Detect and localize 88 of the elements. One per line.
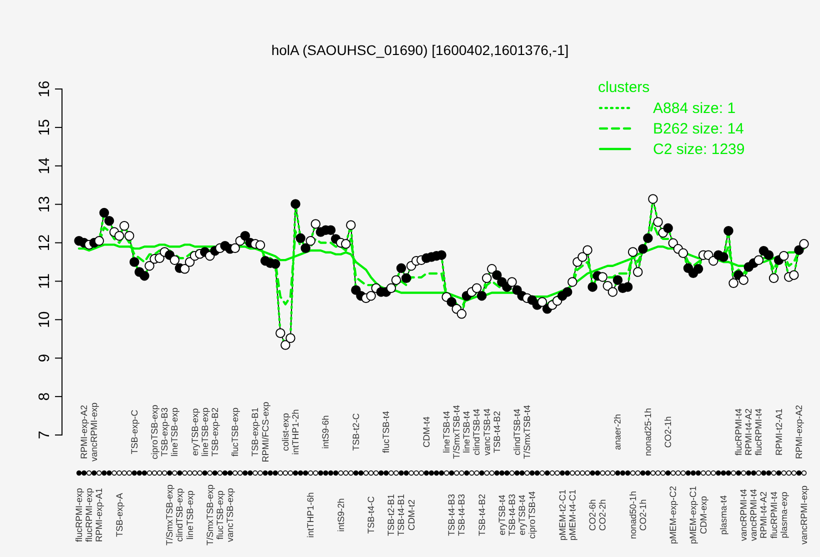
x-tick-label: RPMI-t2-A1 xyxy=(774,408,784,456)
x-tick-label: clindTSB-t4 xyxy=(512,408,522,456)
x-tick-label: CDM-t4 xyxy=(421,416,432,448)
legend-title: clusters xyxy=(598,79,650,96)
x-tick-label: TSB-t2-B1 xyxy=(386,494,396,536)
x-tick-label: TSB-t4-B1 xyxy=(396,494,406,536)
x-tick-label: TSB-t4-B2 xyxy=(492,410,502,454)
x-tick-label: plasma-t4 xyxy=(718,495,728,535)
y-tick-label: 12 xyxy=(36,234,53,252)
x-tick-label: ciproTSB-t4 xyxy=(527,491,538,539)
x-tick-label: eryTSB-exp xyxy=(190,408,200,456)
x-tick-label: anaer-2h xyxy=(612,414,623,450)
x-tick-label: intS9-6h xyxy=(320,415,331,449)
y-tick-label: 8 xyxy=(36,392,53,401)
x-tick-label: TSB-exp-B3 xyxy=(160,407,170,457)
x-tick-label: pMEM-exp-C1 xyxy=(688,486,698,544)
x-tick-label: RPMI-exp-A2 xyxy=(79,404,90,460)
x-tick-label: pMEM-exp-C2 xyxy=(668,486,678,544)
x-tick-label: T/SmxTSB-exp xyxy=(204,484,215,546)
x-tick-label: RPMI-exp-A2 xyxy=(794,404,804,460)
x-tick-label: TSB-t4-B3 xyxy=(456,494,467,536)
y-tick-label: 11 xyxy=(36,273,53,290)
y-tick-label: 10 xyxy=(36,311,53,328)
x-tick-label: flucRPMI-t4 xyxy=(734,408,744,456)
x-tick-label: flucRPMI-exp xyxy=(74,488,84,542)
y-tick-label: 15 xyxy=(36,119,53,136)
x-tick-label: lineTSB-t4 xyxy=(462,410,472,454)
x-tick-label: ciproTSB-exp xyxy=(150,404,160,460)
x-tick-label: flucRPMI-t4 xyxy=(754,408,764,456)
x-tick-label: CDM-exp xyxy=(698,496,708,534)
x-tick-label: flucTSB-t4 xyxy=(381,410,392,454)
x-tick-label: clindTSB-exp xyxy=(174,488,185,542)
x-tick-label: TSB-t2-C xyxy=(350,412,361,451)
y-tick-label: 16 xyxy=(36,80,53,98)
x-tick-label: vancRPMI-t4 xyxy=(738,488,749,542)
x-tick-label: RPMI-t4-A2 xyxy=(758,491,769,539)
x-tick-label: CO2-6h xyxy=(588,499,598,531)
x-tick-label: nonad50-1h xyxy=(628,490,638,540)
x-tick-label: intS9-2h xyxy=(336,498,346,532)
x-tick-label: eryTSB-t4 xyxy=(517,494,528,536)
y-tick-label: 7 xyxy=(36,430,53,440)
x-tick-label: vancTSB-exp xyxy=(225,488,236,542)
legend-label: B262 size: 14 xyxy=(653,120,744,138)
x-tick-label: CO2-2h xyxy=(598,499,608,531)
x-tick-label: RPMI-t4-A2 xyxy=(744,408,754,456)
x-tick-label: intTHP1-2h xyxy=(290,409,300,455)
x-tick-label: plasma-exp xyxy=(778,492,789,538)
x-tick-label: vancRPMI-exp xyxy=(89,402,100,462)
x-tick-label: flucRPMI-exp xyxy=(84,488,94,542)
x-tick-label: lineTSB-exp xyxy=(184,490,195,540)
x-tick-label: flucRPMI-t4 xyxy=(768,491,779,539)
x-tick-label: TSB-exp-B1 xyxy=(250,407,260,457)
x-tick-label: TSB-t4-B3 xyxy=(506,494,517,536)
x-tick-label: CO2-1h xyxy=(663,416,674,448)
x-tick-label: vancRPMI-t4 xyxy=(748,488,759,542)
x-tick-label: intTHP1-6h xyxy=(306,492,316,538)
x-tick-label: lineTSB-t4 xyxy=(442,410,452,454)
x-tick-label: flucTSB-exp xyxy=(214,490,225,540)
x-tick-label: colist-exp xyxy=(280,412,290,452)
x-tick-label: TSB-t4-B3 xyxy=(446,494,457,536)
x-tick-label: CO2-1h xyxy=(638,499,648,531)
x-tick-label: T/SmxTSB-t4 xyxy=(452,404,462,460)
x-tick-label: TSB-exp-A xyxy=(114,492,124,538)
x-tick-label: pMEM-t4-C1 xyxy=(567,489,578,541)
x-tick-label: T/SmxTSB-t4 xyxy=(522,404,532,460)
x-tick-label: CDM-t2 xyxy=(406,500,416,530)
x-tick-label: RPMI-exp-A1 xyxy=(94,488,104,542)
x-tick-label: TSB-exp-B2 xyxy=(210,407,220,457)
y-tick-label: 14 xyxy=(36,158,53,174)
x-tick-label: nonad25-1h xyxy=(642,408,653,456)
x-tick-label: flucTSB-exp xyxy=(230,407,240,457)
x-tick-label: clindTSB-t4 xyxy=(472,408,482,456)
x-tick-label: TSB-t4-C xyxy=(366,496,376,534)
y-tick-label: 13 xyxy=(36,196,53,213)
y-tick-label: 9 xyxy=(36,354,53,362)
x-tick-label: T/SmxTSB-exp xyxy=(164,484,175,546)
x-tick-label: eryTSB-t4 xyxy=(496,494,507,536)
x-tick-label: pMEM-t2-C1 xyxy=(557,489,568,541)
x-tick-label: TSB-exp-C xyxy=(129,409,140,454)
legend-label: A884 size: 1 xyxy=(653,100,736,117)
x-tick-label: TSB-t4-B2 xyxy=(476,494,487,536)
x-tick-label: lineTSB-exp xyxy=(200,407,210,457)
x-tick-label: vancRPMI-exp xyxy=(799,485,809,545)
legend-label: C2 size: 1239 xyxy=(653,141,745,158)
x-tick-label: lineTSB-exp xyxy=(170,407,180,457)
x-tick-label: RPMI/FCS-exp xyxy=(260,402,270,462)
x-tick-label: vancTSB-t4 xyxy=(482,408,492,456)
chart-title: holA (SAOUHSC_01690) [1600402,1601376,-1] xyxy=(271,42,569,58)
